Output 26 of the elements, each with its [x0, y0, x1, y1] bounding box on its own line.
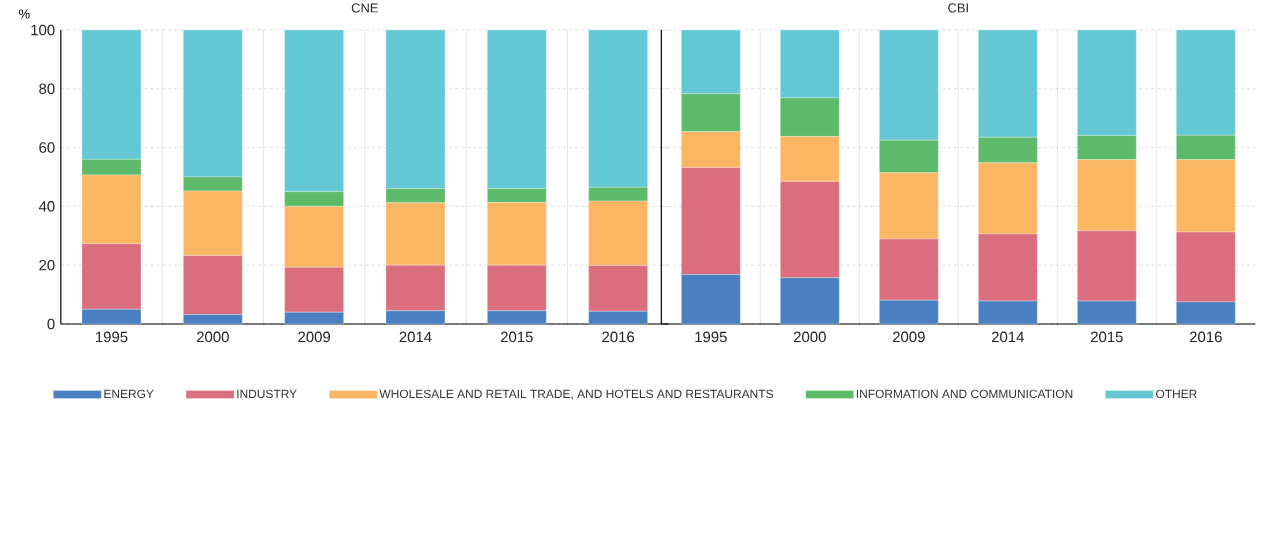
x-tick-label: 2015 [1090, 331, 1123, 343]
x-tick-label: 2016 [1189, 331, 1222, 343]
y-tick-label: 100 [31, 24, 55, 36]
x-tick-label: 2000 [793, 331, 826, 343]
x-tick-label: 2000 [196, 331, 229, 343]
legend-label: INFORMATION AND COMMUNICATION [856, 389, 1073, 398]
x-tick-label: 1995 [96, 331, 128, 343]
y-tick-label: 0 [47, 318, 55, 330]
x-tick-label: 2016 [602, 331, 635, 343]
legend-label: ENERGY [104, 389, 154, 398]
x-tick-label: 2014 [399, 331, 432, 343]
chart-title: CNE [351, 3, 378, 13]
x-tick-label: 2014 [991, 331, 1024, 343]
y-tick-label: 80 [39, 83, 55, 94]
legend-label: WHOLESALE AND RETAIL TRADE, AND HOTELS AND RESTAURANTS [379, 389, 773, 400]
legend-label: OTHER [1156, 389, 1197, 398]
y-axis-title: % [19, 9, 30, 19]
x-tick-label: 2015 [500, 331, 533, 343]
y-tick-label: 20 [39, 259, 55, 271]
x-tick-label: 2009 [298, 331, 331, 343]
y-tick-label: 40 [38, 200, 55, 212]
chart-title: CBI [948, 3, 968, 13]
x-tick-label: 1995 [695, 331, 727, 343]
x-tick-label: 2009 [892, 331, 925, 343]
y-tick-label: 60 [39, 142, 55, 153]
legend-label: INDUSTRY [237, 389, 297, 398]
